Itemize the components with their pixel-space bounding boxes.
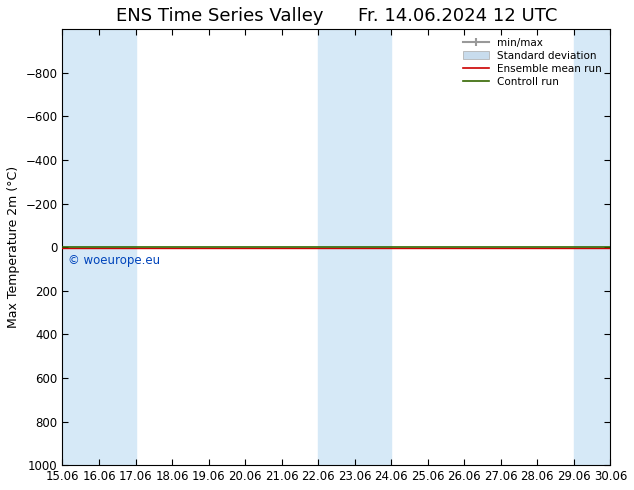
Text: © woeurope.eu: © woeurope.eu: [68, 254, 160, 267]
Bar: [63, 29, 99, 465]
Y-axis label: Max Temperature 2m (°C): Max Temperature 2m (°C): [7, 166, 20, 328]
Bar: [99, 29, 136, 465]
Legend: min/max, Standard deviation, Ensemble mean run, Controll run: min/max, Standard deviation, Ensemble me…: [459, 33, 606, 91]
Title: ENS Time Series Valley      Fr. 14.06.2024 12 UTC: ENS Time Series Valley Fr. 14.06.2024 12…: [116, 7, 557, 25]
Bar: [318, 29, 354, 465]
Bar: [354, 29, 391, 465]
Bar: [574, 29, 611, 465]
